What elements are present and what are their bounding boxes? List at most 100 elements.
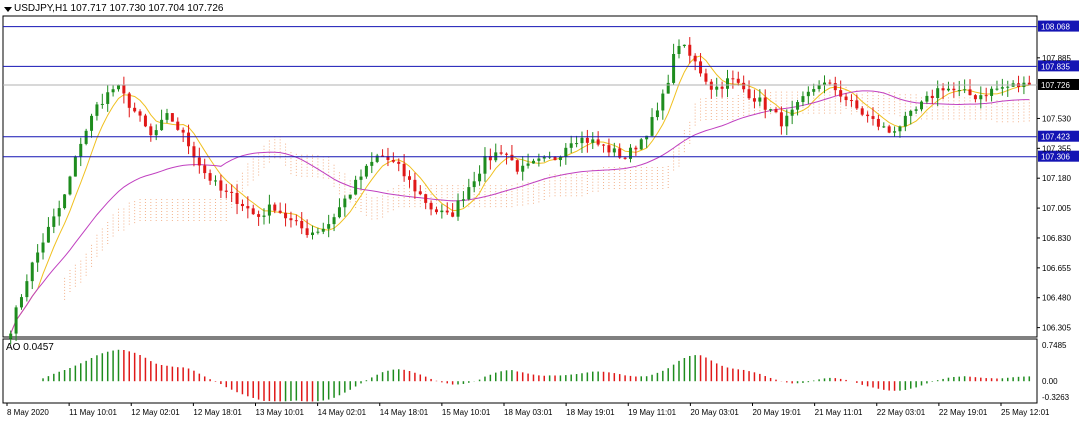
- candle: [957, 80, 961, 97]
- candle-body: [381, 155, 385, 157]
- candle-body: [138, 111, 142, 116]
- candle: [494, 143, 498, 163]
- level-badge-label: 107.423: [1041, 133, 1070, 142]
- candle: [262, 208, 266, 225]
- candle-body: [41, 242, 45, 253]
- candle: [483, 147, 487, 182]
- candle-body: [569, 143, 573, 148]
- dropdown-triangle-icon[interactable]: [4, 7, 12, 12]
- candle: [9, 330, 13, 345]
- candle-body: [677, 45, 681, 54]
- candle-body: [946, 88, 950, 91]
- candle-body: [418, 191, 422, 195]
- candle: [882, 122, 886, 129]
- ao-tick-label: 0.00: [1042, 377, 1058, 386]
- candle-body: [257, 214, 261, 217]
- candle: [278, 202, 282, 214]
- candle: [693, 53, 697, 71]
- current-price-label: 107.726: [1041, 81, 1070, 90]
- candle-body: [715, 86, 719, 90]
- x-tick-label: 22 May 03:01: [877, 408, 926, 417]
- level-badge-label: 107.306: [1041, 153, 1070, 162]
- candle-body: [510, 154, 514, 161]
- candle-body: [343, 198, 347, 208]
- candle: [246, 196, 250, 219]
- candle-body: [262, 215, 266, 217]
- level-badge: [1038, 130, 1079, 142]
- candle-body: [564, 147, 568, 157]
- candle: [472, 171, 476, 193]
- candle-body: [844, 96, 848, 101]
- candle: [391, 152, 395, 164]
- candle: [46, 217, 50, 243]
- candle-body: [321, 228, 325, 232]
- oscillator-panel-frame: [2, 338, 1038, 404]
- candle-body: [63, 194, 67, 209]
- candle: [704, 68, 708, 85]
- candle-body: [1000, 87, 1004, 89]
- candle: [14, 305, 18, 341]
- y-tick-label: 106.305: [1042, 324, 1071, 333]
- candle: [203, 158, 207, 179]
- ao-tick-label: 0.7485: [1042, 341, 1067, 350]
- candle: [979, 86, 983, 109]
- candle: [170, 113, 174, 122]
- candle-body: [434, 209, 438, 213]
- candle-body: [413, 179, 417, 192]
- candle-body: [445, 210, 449, 213]
- candle-body: [725, 78, 729, 89]
- candle-body: [224, 190, 228, 192]
- candle: [402, 154, 406, 182]
- candle-body: [499, 152, 503, 154]
- candle-body: [192, 146, 196, 158]
- candle: [914, 106, 918, 114]
- candle: [612, 142, 616, 157]
- candle: [655, 102, 659, 121]
- candle-body: [634, 147, 638, 150]
- candle: [650, 108, 654, 137]
- oscillator-label: AO 0.0457: [6, 342, 54, 353]
- candle: [41, 233, 45, 260]
- candle-body: [774, 109, 778, 113]
- candle-body: [839, 90, 843, 97]
- candle: [575, 135, 579, 148]
- candle-body: [591, 139, 595, 143]
- candle-body: [278, 210, 282, 213]
- candle: [639, 138, 643, 150]
- candle-body: [995, 88, 999, 90]
- candle: [413, 172, 417, 199]
- candle-body: [531, 160, 535, 164]
- level-badge: [1038, 60, 1079, 72]
- candle: [445, 202, 449, 215]
- candle: [990, 86, 994, 102]
- x-tick-label: 12 May 18:01: [193, 408, 242, 417]
- candle: [936, 80, 940, 107]
- candle: [370, 152, 374, 174]
- candle: [995, 80, 999, 91]
- candle-body: [742, 82, 746, 90]
- candle: [736, 71, 740, 86]
- candle: [893, 126, 897, 137]
- candle: [424, 193, 428, 210]
- candle-body: [327, 224, 331, 229]
- candle-body: [111, 89, 115, 93]
- candle-body: [866, 114, 870, 117]
- candle-body: [472, 181, 476, 188]
- candle: [192, 141, 196, 167]
- candle-body: [925, 95, 929, 102]
- candle: [903, 111, 907, 132]
- candle: [364, 164, 368, 179]
- candle-body: [790, 109, 794, 116]
- candle-body: [95, 104, 99, 116]
- candle-body: [909, 110, 913, 116]
- candle-body: [251, 208, 255, 215]
- candle-body: [143, 115, 147, 127]
- candle: [251, 204, 255, 215]
- candle-body: [359, 176, 363, 180]
- candle: [715, 77, 719, 97]
- candle-body: [57, 208, 61, 217]
- candle-body: [623, 157, 627, 159]
- candle-body: [747, 89, 751, 99]
- candle: [122, 76, 126, 104]
- candle: [25, 274, 29, 302]
